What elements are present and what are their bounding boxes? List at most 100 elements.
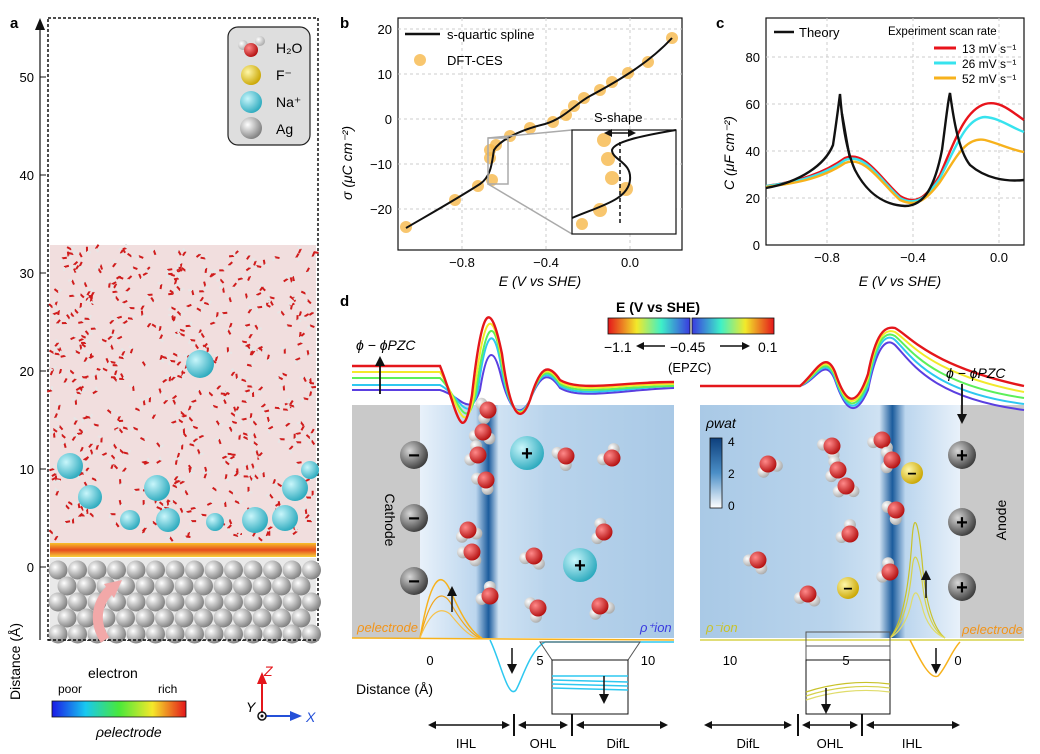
water-stick xyxy=(51,311,58,319)
water-stick xyxy=(172,483,181,489)
water-stick xyxy=(295,253,300,262)
water-stick xyxy=(53,288,63,293)
panel-b-legend: s-quartic spline DFT-CES xyxy=(405,27,534,68)
water-stick xyxy=(61,504,70,510)
ag-atom xyxy=(204,560,224,580)
water-stick xyxy=(93,441,99,450)
water-stick xyxy=(209,404,218,410)
legend-13: 13 mV s⁻¹ xyxy=(962,42,1016,56)
water-stick xyxy=(300,289,310,295)
colorbar-title: E (V vs SHE) xyxy=(616,299,700,315)
water-stick xyxy=(48,303,57,309)
water-stick xyxy=(60,256,67,263)
water-stick xyxy=(266,300,274,306)
panel-a-ytick: 20 xyxy=(20,364,34,379)
panel-a: a 0 10 20 30 40 50 Distance (Å) xyxy=(7,15,321,740)
rho-wat-tick: 2 xyxy=(728,467,735,481)
left-water-molecules xyxy=(456,397,621,623)
water-stick xyxy=(195,249,202,258)
water-stick xyxy=(162,375,168,384)
water-stick xyxy=(305,267,311,276)
water-stick xyxy=(190,503,197,510)
water-stick xyxy=(176,310,185,316)
panel-d: d E (V vs SHE) −1.1 −0.45 0.1 (EPZC) Cat… xyxy=(340,293,1025,751)
water-stick xyxy=(243,435,252,440)
water-stick xyxy=(63,520,71,527)
anode-charges: + + + xyxy=(948,441,976,601)
ag-atom xyxy=(224,592,243,612)
water-stick xyxy=(141,361,150,367)
panel-a-ytick: 40 xyxy=(20,168,34,183)
water-stick xyxy=(98,338,107,344)
ag-atom xyxy=(224,560,243,580)
water-stick xyxy=(116,419,124,426)
water-stick xyxy=(49,349,58,354)
silver-icon xyxy=(240,117,262,139)
water-stick xyxy=(85,246,92,254)
rho-ion-plus: ρ⁺ion xyxy=(639,620,672,635)
water-stick xyxy=(77,334,87,340)
water-stick xyxy=(298,311,304,320)
panel-c-xtick: −0.4 xyxy=(900,250,926,265)
water-stick xyxy=(51,469,58,477)
ag-atom xyxy=(48,560,68,580)
ag-atom xyxy=(243,592,263,612)
water-stick xyxy=(172,352,182,357)
water-stick xyxy=(218,286,225,293)
water-molecule xyxy=(817,437,841,461)
legend-spline: s-quartic spline xyxy=(447,27,534,42)
water-stick xyxy=(232,282,238,291)
water-molecule xyxy=(591,517,613,545)
panel-a-y-ticks: 0 10 20 30 40 50 xyxy=(20,70,46,575)
ag-atom xyxy=(282,624,302,644)
right-ion-inset xyxy=(805,631,891,715)
water-stick xyxy=(129,266,138,272)
panel-b-ytick: 20 xyxy=(378,22,392,37)
water-stick xyxy=(94,244,100,253)
water-stick xyxy=(123,449,132,455)
water-stick xyxy=(267,425,274,434)
water-stick xyxy=(176,332,186,338)
water-stick xyxy=(251,257,257,266)
water-stick xyxy=(109,316,115,325)
water-stick xyxy=(91,373,98,380)
water-stick xyxy=(168,500,178,505)
water-stick xyxy=(115,448,125,454)
water-stick xyxy=(300,397,309,403)
water-stick xyxy=(49,464,56,472)
ag-atom xyxy=(107,592,126,612)
ag-atom xyxy=(282,560,302,580)
water-stick xyxy=(191,343,199,350)
water-stick xyxy=(260,403,266,412)
left-dist-tick: 10 xyxy=(641,653,655,668)
water-stick xyxy=(66,311,75,318)
water-stick xyxy=(233,472,239,481)
region-ohl-right: OHL xyxy=(817,736,844,751)
water-stick xyxy=(132,488,140,495)
ag-atom xyxy=(243,560,263,580)
left-na-ions: + + xyxy=(510,436,597,582)
svg-text:+: + xyxy=(574,555,586,577)
water-stick xyxy=(247,305,253,314)
rho-ion-minus: ρ⁻ion xyxy=(705,620,738,635)
water-stick xyxy=(235,432,241,440)
panel-c-ytick: 60 xyxy=(746,97,760,112)
panel-c-ytick: 80 xyxy=(746,50,760,65)
water-stick xyxy=(107,332,113,341)
water-stick xyxy=(130,426,139,432)
ag-atom xyxy=(291,608,311,628)
ag-atom xyxy=(165,592,185,612)
svg-text:+: + xyxy=(521,443,533,465)
panel-b-ytick: 0 xyxy=(385,112,392,127)
water-stick xyxy=(80,281,88,288)
water-stick xyxy=(74,265,80,274)
axis-z-label: Z xyxy=(263,663,273,679)
water-stick xyxy=(283,405,291,411)
water-stick xyxy=(229,455,235,464)
panel-b-ytick: 10 xyxy=(378,67,392,82)
water-stick xyxy=(185,529,191,538)
panel-c-x-label: E (V vs SHE) xyxy=(859,273,941,289)
water-stick xyxy=(266,416,274,423)
water-stick xyxy=(185,416,194,422)
